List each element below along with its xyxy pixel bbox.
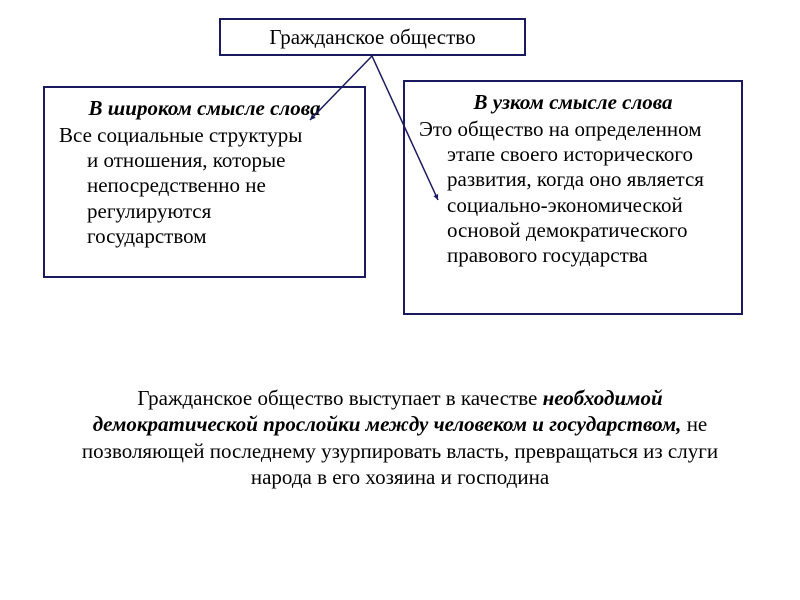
broad-sense-line: и отношения, которые	[59, 148, 350, 173]
title-box: Гражданское общество	[219, 18, 526, 56]
narrow-sense-heading: В узком смысле слова	[419, 90, 727, 115]
narrow-sense-box: В узком смысле слова Это общество на опр…	[403, 80, 743, 315]
narrow-sense-line: развития, когда оно является	[419, 167, 727, 192]
narrow-sense-line: правового государства	[419, 243, 727, 268]
broad-sense-line: государством	[59, 224, 350, 249]
narrow-sense-line: Это общество на определенном	[419, 117, 727, 142]
broad-sense-line: регулируются	[59, 199, 350, 224]
narrow-sense-line: этапе своего исторического	[419, 142, 727, 167]
narrow-sense-line: социально-экономической	[419, 193, 727, 218]
broad-sense-heading: В широком смысле слова	[59, 96, 350, 121]
summary-paragraph: Гражданское общество выступает в качеств…	[78, 385, 722, 490]
title-text: Гражданское общество	[269, 26, 475, 48]
narrow-sense-line: основой демократического	[419, 218, 727, 243]
broad-sense-line: Все социальные структуры	[59, 123, 350, 148]
summary-text: Гражданское общество выступает в качеств…	[137, 386, 542, 410]
broad-sense-box: В широком смысле слова Все социальные ст…	[43, 86, 366, 278]
broad-sense-line: непосредственно не	[59, 173, 350, 198]
